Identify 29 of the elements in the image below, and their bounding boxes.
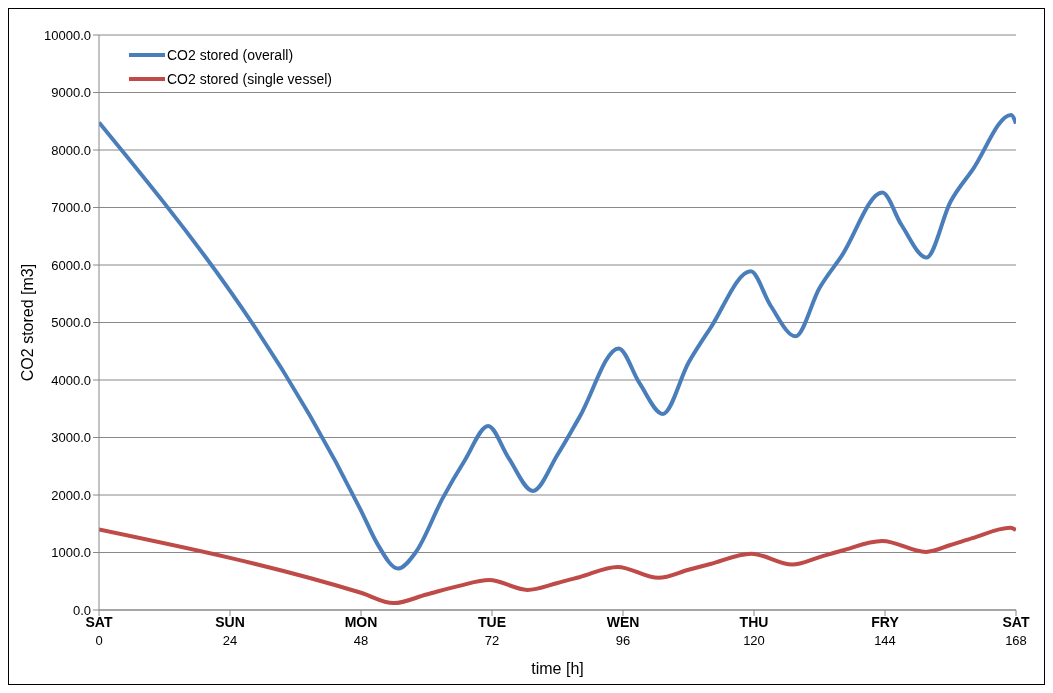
y-tick-label: 7000.0	[51, 200, 91, 216]
x-tick-label: 144	[874, 633, 896, 649]
y-tick-label: 4000.0	[51, 372, 91, 388]
y-tick-label: 3000.0	[51, 430, 91, 446]
text: TUE	[478, 614, 506, 630]
y-tick-label: 8000.0	[51, 142, 91, 158]
text: WEN	[606, 614, 640, 630]
y-tick-label: 9000.0	[51, 85, 91, 101]
text: SAT	[1002, 614, 1030, 630]
x-tick-label: 120	[743, 633, 765, 649]
y-tick-label: 6000.0	[51, 257, 91, 273]
text: THU	[739, 614, 769, 630]
y-tick-label: 10000.0	[44, 27, 91, 43]
x-tick-label: 96	[615, 633, 631, 649]
y-tick-label: 5000.0	[51, 315, 91, 331]
x-tick-label: 48	[353, 633, 369, 649]
x-axis-title: time [h]	[531, 660, 584, 677]
x-tick-label: 72	[484, 633, 500, 649]
x-tick-label: 0	[95, 633, 103, 649]
x-tick-label: 24	[222, 633, 238, 649]
text: SUN	[215, 614, 245, 630]
y-tick-label: 1000.0	[51, 545, 91, 561]
y-tick-label: 2000.0	[51, 487, 91, 503]
y-axis-title: CO2 stored [m3]	[18, 263, 36, 382]
text: MON	[344, 614, 378, 630]
text: FRY	[871, 614, 899, 630]
legend-label: CO2 stored (single vessel)	[167, 71, 332, 87]
legend-label: CO2 stored (overall)	[167, 47, 294, 63]
x-tick-label: 168	[1005, 633, 1027, 649]
